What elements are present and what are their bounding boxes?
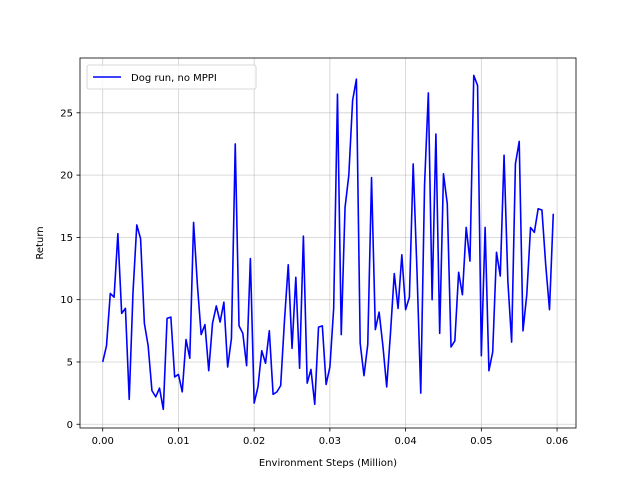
x-tick-label: 0.05 [470, 436, 492, 447]
plot-frame [79, 57, 577, 429]
x-axis-label: Environment Steps (Million) [259, 458, 397, 469]
y-tick-label: 25 [60, 108, 73, 119]
x-tick-label: 0.04 [394, 436, 416, 447]
x-tick-label: 0.03 [319, 436, 341, 447]
legend-box [86, 64, 257, 90]
legend-label: Dog run, no MPPI [131, 73, 217, 84]
y-tick-label: 0 [67, 420, 73, 431]
grid-lines [80, 58, 576, 428]
series-line [101, 74, 555, 411]
legend: Dog run, no MPPI [86, 64, 257, 90]
y-axis-label: Return [35, 226, 46, 259]
x-tick-label: 0.06 [546, 436, 568, 447]
x-tick-label: 0.00 [92, 436, 114, 447]
y-tick-label: 20 [60, 171, 73, 182]
y-tick-label: 15 [60, 233, 73, 244]
y-tick-label: 5 [67, 357, 73, 368]
x-tick-label: 0.01 [167, 436, 189, 447]
y-tick-label: 10 [60, 295, 73, 306]
axis-ticks: 0.00 0.01 0.02 0.03 0.04 0.05 0.06 0 5 10 15 20 25 [60, 108, 568, 447]
x-tick-label: 0.02 [243, 436, 265, 447]
series-layer [101, 74, 555, 411]
